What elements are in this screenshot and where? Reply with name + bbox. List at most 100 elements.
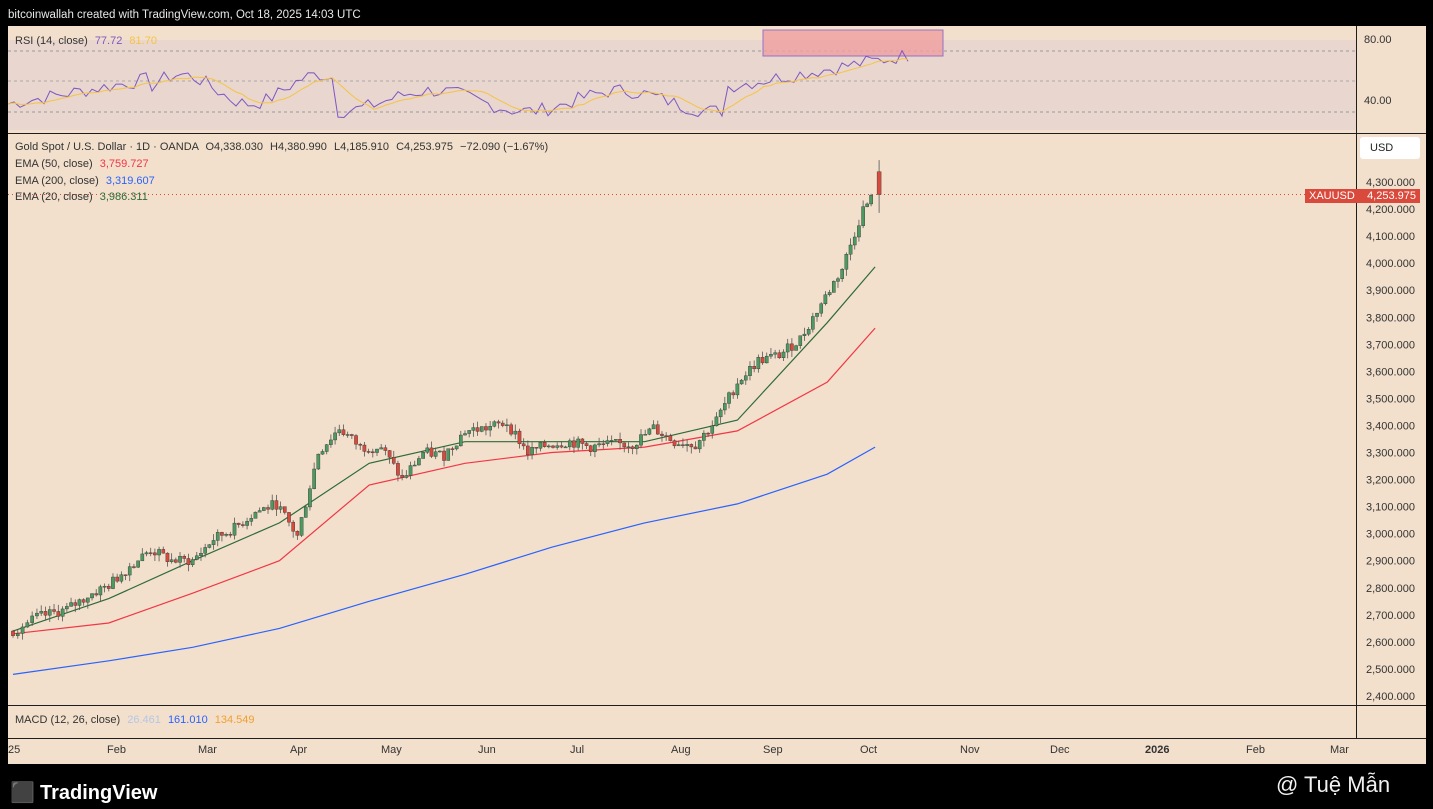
ema20-label: EMA (20, close): [15, 191, 93, 203]
candle-body: [588, 445, 593, 453]
candle-body: [383, 447, 388, 451]
price-axis-tick: 4,100.000: [1366, 231, 1415, 243]
candle-body: [52, 609, 56, 612]
candle-body: [848, 244, 853, 255]
candle-body: [350, 434, 354, 436]
candle-body: [446, 448, 451, 461]
candle-body: [530, 447, 534, 455]
ema50-label: EMA (50, close): [15, 158, 93, 170]
currency-button[interactable]: USD: [1360, 137, 1420, 159]
candle-body: [291, 521, 295, 532]
candle-body: [542, 442, 547, 447]
symbol-legend[interactable]: Gold Spot / U.S. Dollar · 1D · OANDA O4,…: [15, 141, 548, 153]
macd-legend[interactable]: MACD (12, 26, close) 26.461 161.010 134.…: [15, 714, 255, 726]
candle-body: [165, 552, 170, 562]
candle-body: [111, 576, 115, 589]
candle-body: [333, 432, 337, 441]
candle-body: [371, 451, 375, 454]
ohlc-open: O4,338.030: [205, 141, 263, 153]
candle-body: [236, 522, 241, 525]
macd-pane-divider: [8, 705, 1426, 706]
candle-body: [345, 434, 350, 436]
candle-body: [626, 446, 631, 449]
ema200-value: 3,319.607: [105, 175, 155, 187]
candle-body: [35, 612, 39, 617]
candle-body: [174, 559, 178, 563]
candle-body: [417, 458, 421, 466]
price-axis-tick: 3,300.000: [1366, 448, 1415, 460]
ema200-legend[interactable]: EMA (200, close) 3,319.607: [15, 175, 155, 187]
candle-body: [794, 345, 798, 351]
candle-body: [253, 511, 258, 519]
time-axis-tick: Feb: [1246, 744, 1265, 756]
candle-body: [320, 451, 325, 455]
candle-body: [618, 439, 622, 444]
chart-credit: bitcoinwallah created with TradingView.c…: [8, 9, 361, 21]
candle-body: [433, 451, 438, 457]
candle-body: [98, 586, 103, 596]
candle-body: [840, 268, 844, 279]
candle-body: [295, 531, 300, 536]
candle-body: [299, 517, 304, 536]
ema-line-2: [12, 266, 876, 632]
candle-body: [115, 576, 119, 582]
candle-body: [47, 609, 52, 616]
time-axis-tick: Sep: [763, 744, 783, 756]
ema50-legend[interactable]: EMA (50, close) 3,759.727: [15, 158, 149, 170]
candle-body: [547, 445, 551, 448]
candle-body: [798, 335, 803, 346]
time-axis-tick: Jul: [570, 744, 584, 756]
candle-body: [693, 446, 698, 450]
candle-body: [220, 532, 224, 536]
candle-body: [324, 444, 329, 452]
candle-body: [245, 521, 249, 526]
chart-canvas[interactable]: 80.00 40.00 4,300.000 4,200.000 4,100.000 4,0…: [8, 26, 1426, 764]
candle-body: [60, 608, 65, 617]
time-axis-tick: Jun: [478, 744, 496, 756]
candle-body: [475, 427, 480, 432]
candle-body: [178, 555, 182, 563]
ema20-legend[interactable]: EMA (20, close) 3,986.311: [15, 191, 148, 203]
candle-body: [710, 425, 715, 434]
candle-body: [513, 430, 518, 435]
rsi-legend[interactable]: RSI (14, close) 77.72 81.70: [15, 35, 157, 47]
candle-body: [81, 599, 86, 603]
price-tag-symbol: XAUUSD: [1309, 190, 1355, 202]
candle-body: [777, 352, 782, 358]
candle-body: [764, 355, 769, 364]
candle-body: [819, 303, 824, 314]
chart-frame[interactable]: 80.00 40.00 4,300.000 4,200.000 4,100.000 4,0…: [8, 26, 1426, 764]
candle-body: [94, 593, 99, 596]
time-axis-tick: May: [381, 744, 402, 756]
price-axis-tick: 3,100.000: [1366, 502, 1415, 514]
candle-body: [526, 445, 530, 455]
candle-body: [69, 602, 73, 607]
rsi-ma-line: [8, 58, 909, 113]
macd-value-2: 161.010: [167, 714, 208, 726]
candle-body: [836, 278, 840, 282]
ema200-label: EMA (200, close): [15, 175, 99, 187]
tradingview-logo[interactable]: ⬛ TradingView: [10, 780, 157, 805]
candle-body: [844, 254, 849, 270]
candle-body: [106, 585, 111, 589]
price-axis-tick: 3,900.000: [1366, 285, 1415, 297]
candle-body: [15, 633, 20, 636]
candle-body: [73, 602, 78, 606]
candle-body: [224, 534, 228, 536]
candle-body: [329, 439, 333, 445]
time-axis-tick: Oct: [860, 744, 877, 756]
candle-body: [207, 544, 212, 548]
candle-body: [132, 566, 136, 568]
candle-body: [56, 611, 61, 617]
candle-body: [505, 424, 509, 427]
ohlc-low: L4,185.910: [333, 141, 390, 153]
rsi-band: [8, 40, 1356, 130]
candle-body: [479, 426, 484, 432]
candle-body: [308, 488, 312, 508]
candle-body: [274, 500, 279, 510]
price-axis-tick: 4,200.000: [1366, 204, 1415, 216]
candle-body: [337, 429, 342, 434]
candle-body: [366, 451, 371, 453]
candle-body: [157, 549, 161, 556]
candle-body: [857, 225, 861, 238]
